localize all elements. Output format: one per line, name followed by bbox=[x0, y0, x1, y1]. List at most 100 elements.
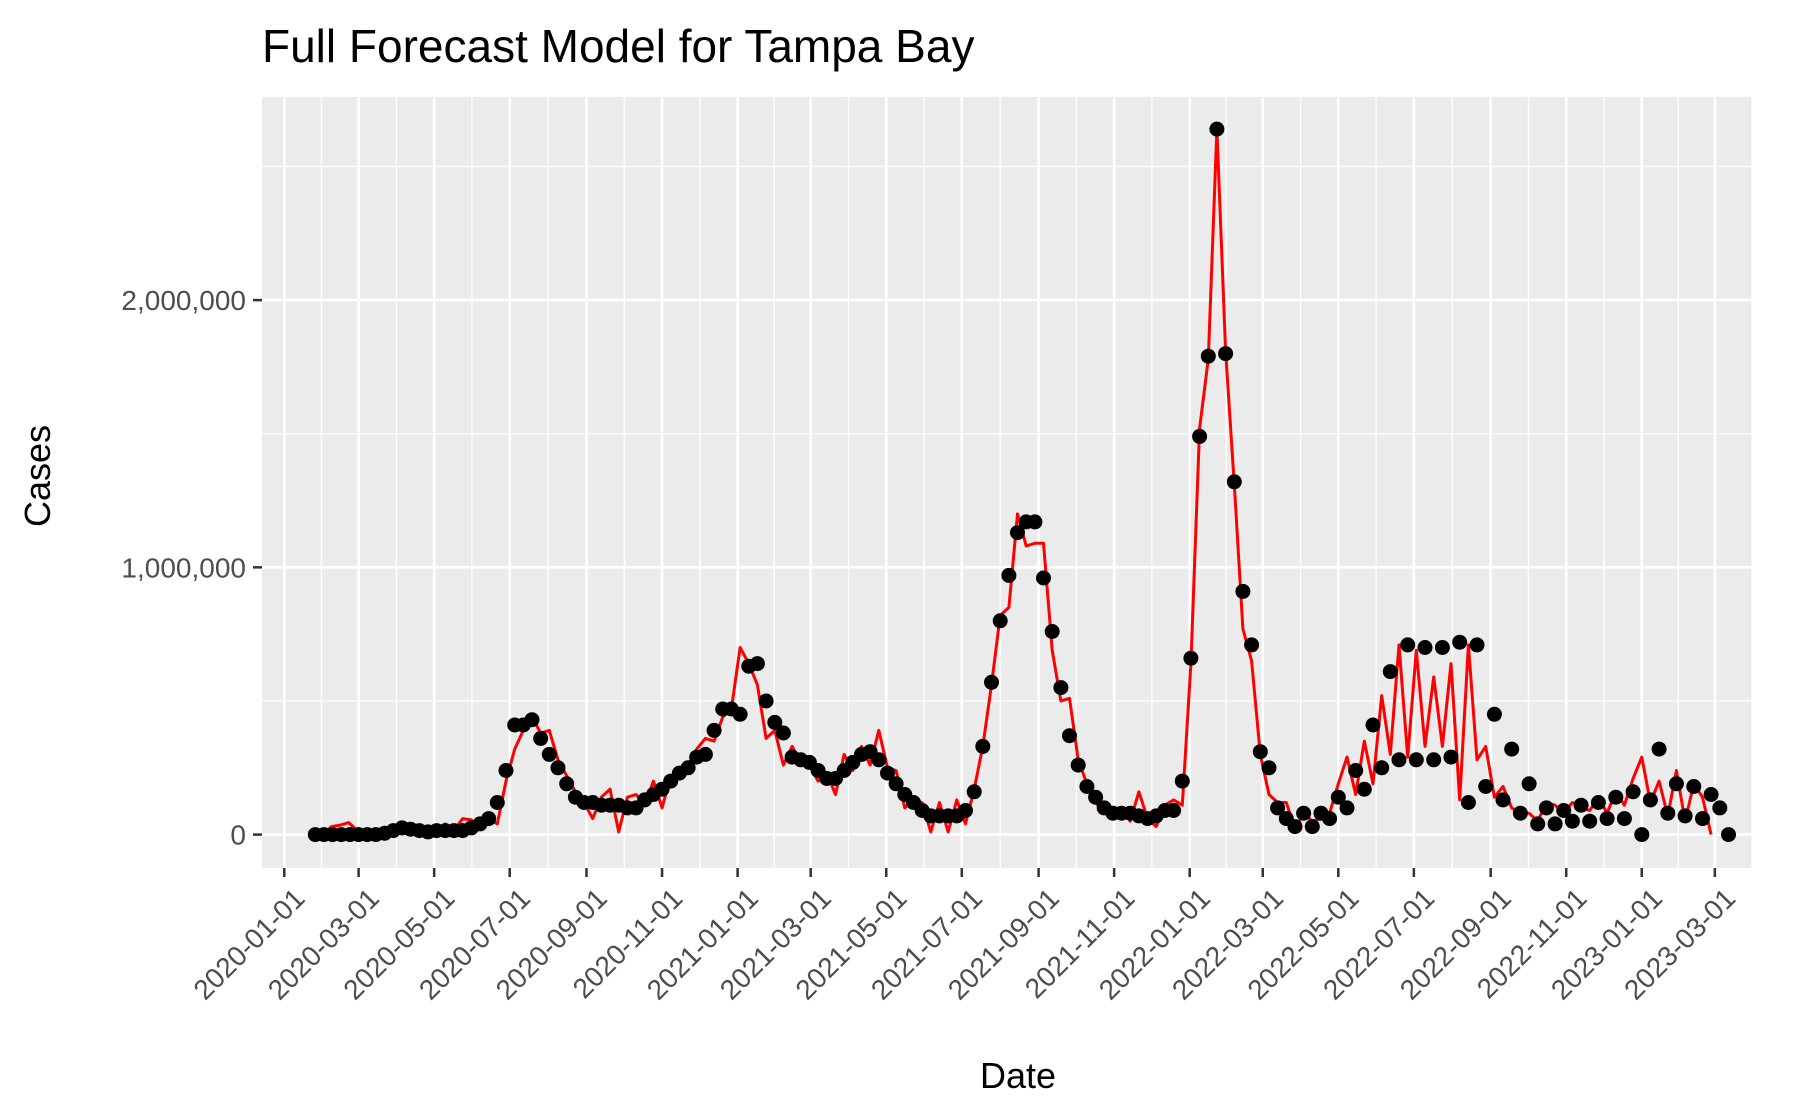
observed-point bbox=[1400, 637, 1416, 653]
observed-point bbox=[1668, 776, 1684, 792]
observed-point bbox=[1183, 650, 1199, 666]
observed-point bbox=[1538, 800, 1554, 816]
observed-point bbox=[524, 712, 540, 728]
observed-point bbox=[966, 784, 982, 800]
observed-point bbox=[498, 763, 514, 778]
observed-point bbox=[1053, 680, 1069, 696]
observed-point bbox=[1686, 779, 1702, 794]
observed-point bbox=[1512, 805, 1528, 821]
observed-point bbox=[1044, 624, 1060, 639]
observed-point bbox=[1304, 819, 1320, 835]
observed-point bbox=[1721, 827, 1736, 843]
observed-point bbox=[1391, 752, 1407, 768]
observed-point bbox=[1287, 819, 1303, 835]
observed-point bbox=[1469, 637, 1485, 653]
observed-point bbox=[1365, 717, 1381, 733]
observed-point bbox=[1209, 121, 1225, 137]
observed-point bbox=[1235, 583, 1251, 599]
y-tick-label: 1,000,000 bbox=[121, 552, 246, 583]
observed-point bbox=[1200, 348, 1216, 364]
observed-point bbox=[1374, 760, 1390, 776]
observed-point bbox=[1608, 789, 1624, 805]
observed-point bbox=[732, 706, 748, 722]
observed-point bbox=[1651, 741, 1667, 757]
observed-point bbox=[1495, 792, 1511, 808]
observed-point bbox=[888, 776, 904, 792]
observed-point bbox=[1330, 789, 1346, 805]
observed-point bbox=[1226, 474, 1242, 490]
observed-point bbox=[1590, 795, 1606, 810]
observed-point bbox=[680, 760, 696, 776]
observed-point bbox=[1062, 728, 1077, 744]
observed-point bbox=[550, 760, 566, 776]
observed-point bbox=[1582, 813, 1598, 829]
observed-point bbox=[1408, 752, 1424, 768]
observed-point bbox=[1192, 428, 1208, 444]
observed-point bbox=[697, 746, 713, 762]
observed-point bbox=[489, 795, 505, 810]
observed-point bbox=[880, 765, 895, 781]
observed-point bbox=[481, 811, 497, 827]
observed-point bbox=[1434, 640, 1450, 655]
observed-point bbox=[1010, 525, 1025, 541]
observed-layer bbox=[307, 121, 1736, 843]
observed-point bbox=[975, 738, 991, 754]
observed-point bbox=[1426, 752, 1442, 768]
observed-point bbox=[758, 693, 774, 709]
observed-point bbox=[1027, 514, 1043, 530]
observed-point bbox=[1460, 795, 1476, 810]
observed-point bbox=[1556, 803, 1572, 818]
observed-point bbox=[1660, 805, 1676, 821]
y-axis-title: Cases bbox=[17, 425, 58, 527]
observed-point bbox=[1261, 760, 1277, 776]
observed-point bbox=[749, 656, 765, 672]
y-tick-label: 2,000,000 bbox=[121, 285, 246, 316]
observed-point bbox=[1443, 749, 1459, 765]
observed-point bbox=[1382, 664, 1398, 680]
observed-point bbox=[958, 803, 973, 818]
observed-point bbox=[1478, 779, 1494, 794]
observed-point bbox=[1599, 811, 1615, 827]
grid-major bbox=[262, 97, 1752, 868]
observed-point bbox=[1521, 776, 1537, 792]
observed-point bbox=[984, 674, 999, 690]
observed-point bbox=[533, 730, 549, 746]
observed-point bbox=[1564, 813, 1580, 829]
observed-point bbox=[1348, 763, 1364, 778]
observed-point bbox=[767, 714, 783, 730]
x-axis-title: Date bbox=[980, 1055, 1056, 1096]
observed-point bbox=[1625, 784, 1641, 800]
observed-point bbox=[1244, 637, 1260, 653]
observed-point bbox=[1079, 779, 1095, 794]
observed-point bbox=[1616, 811, 1632, 827]
observed-point bbox=[1166, 803, 1182, 818]
observed-point bbox=[1677, 808, 1693, 824]
observed-point bbox=[1296, 805, 1312, 821]
x-axis: 2020-01-012020-03-012020-05-012020-07-01… bbox=[187, 868, 1741, 1006]
observed-point bbox=[1530, 816, 1546, 832]
observed-point bbox=[1504, 741, 1520, 757]
observed-point bbox=[1712, 800, 1728, 816]
observed-point bbox=[706, 722, 722, 738]
observed-point bbox=[1174, 773, 1190, 789]
chart-title: Full Forecast Model for Tampa Bay bbox=[262, 20, 974, 72]
observed-point bbox=[1036, 570, 1051, 586]
observed-point bbox=[1252, 744, 1268, 760]
observed-point bbox=[1088, 789, 1104, 805]
observed-point bbox=[775, 725, 791, 741]
observed-point bbox=[1634, 827, 1650, 843]
y-tick-label: 0 bbox=[230, 820, 246, 851]
observed-point bbox=[1356, 781, 1372, 797]
observed-point bbox=[1486, 706, 1502, 722]
observed-point bbox=[1547, 816, 1563, 832]
observed-point bbox=[1322, 811, 1338, 827]
observed-point bbox=[1573, 797, 1589, 813]
observed-point bbox=[1703, 787, 1719, 802]
observed-point bbox=[871, 752, 887, 768]
observed-point bbox=[1070, 757, 1086, 773]
observed-point bbox=[1218, 346, 1234, 362]
y-axis: 0 1,000,000 2,000,000 bbox=[121, 285, 262, 851]
observed-point bbox=[1417, 640, 1433, 655]
